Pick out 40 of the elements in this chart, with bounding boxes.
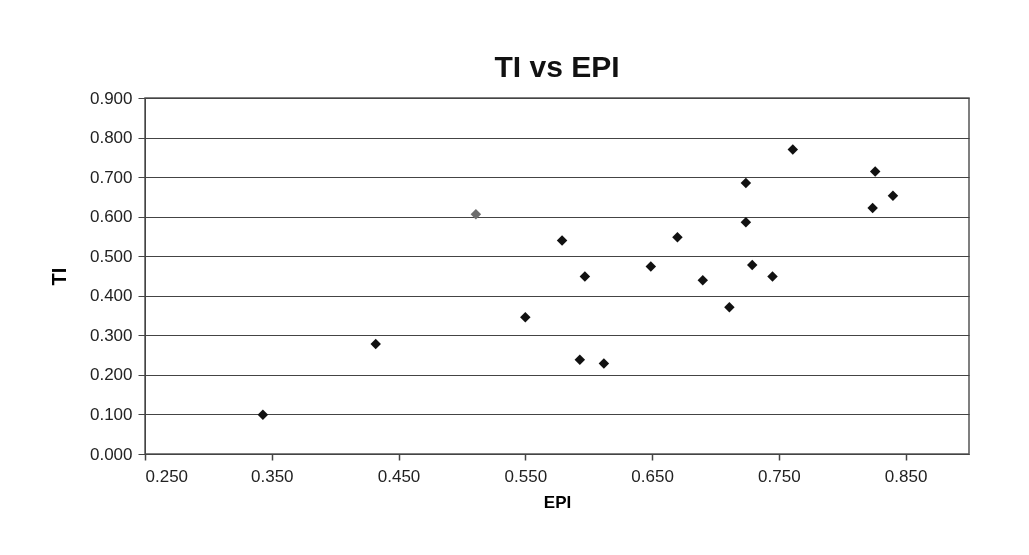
- y-tick-label: 0.900: [89, 88, 133, 108]
- point: [370, 338, 381, 350]
- y-tick-label: 0.600: [89, 207, 133, 227]
- y-tick-label: 0.800: [89, 128, 133, 148]
- y-tick-label: 0.400: [89, 286, 133, 306]
- x-axis-title: EPI: [543, 492, 572, 512]
- y-tick-label: 0.700: [89, 167, 133, 187]
- point: [645, 261, 657, 272]
- point: [520, 311, 531, 323]
- point: [740, 177, 752, 189]
- point: [869, 166, 881, 177]
- point: [579, 271, 591, 282]
- x-tick-label: 0.850: [884, 466, 928, 486]
- x-tick-label: 0.250: [145, 466, 189, 486]
- x-tick-label: 0.450: [377, 466, 421, 486]
- point: [767, 271, 778, 282]
- y-tick-label: 0.500: [89, 246, 133, 266]
- point: [697, 275, 709, 286]
- point: [746, 259, 758, 271]
- x-tick-label: 0.550: [504, 466, 548, 486]
- point: [740, 216, 752, 228]
- point: [574, 354, 586, 366]
- point: [867, 202, 878, 214]
- point: [672, 231, 683, 243]
- x-tick-label: 0.650: [631, 466, 674, 486]
- point: [257, 409, 269, 421]
- y-tick-label: 0.000: [89, 444, 133, 464]
- chart-title: TI vs EPI: [494, 50, 620, 83]
- point: [724, 302, 735, 313]
- x-tick-label: 0.350: [251, 466, 294, 486]
- point: [598, 358, 610, 369]
- point: [787, 144, 799, 155]
- point: [470, 209, 482, 220]
- y-tick-label: 0.100: [89, 404, 133, 424]
- point: [556, 235, 568, 246]
- y-axis-title: TI: [47, 267, 70, 286]
- y-tick-label: 0.300: [89, 325, 133, 345]
- y-tick-label: 0.200: [89, 365, 133, 385]
- x-tick-label: 0.750: [758, 466, 801, 486]
- point: [887, 190, 899, 201]
